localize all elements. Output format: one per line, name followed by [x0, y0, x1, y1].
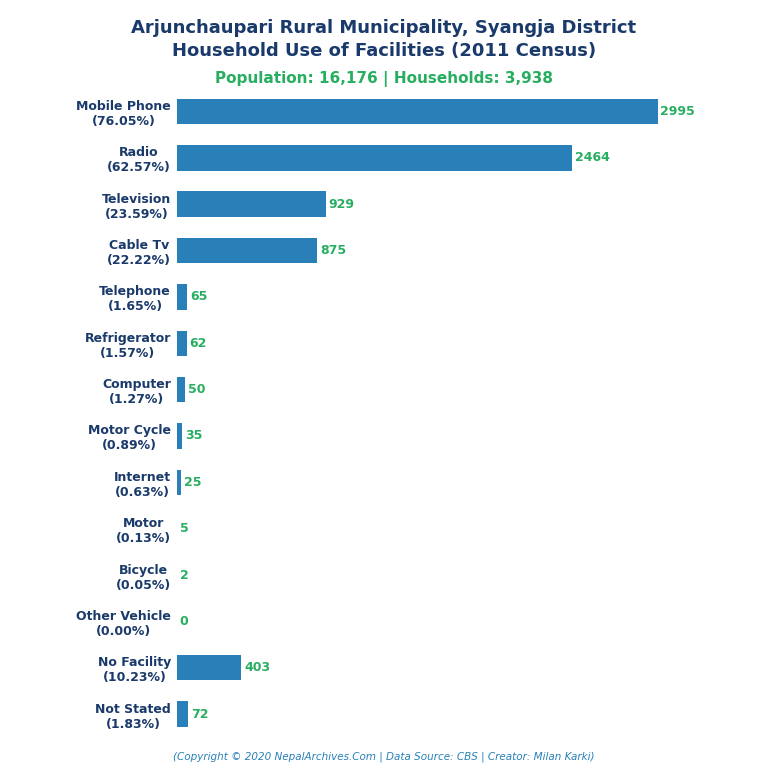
Text: 65: 65: [190, 290, 207, 303]
Text: Population: 16,176 | Households: 3,938: Population: 16,176 | Households: 3,938: [215, 71, 553, 87]
Bar: [177, 423, 182, 449]
Bar: [177, 330, 187, 356]
Text: 2: 2: [180, 568, 189, 581]
Bar: [177, 701, 188, 727]
Text: 62: 62: [190, 337, 207, 349]
Text: Household Use of Facilities (2011 Census): Household Use of Facilities (2011 Census…: [172, 42, 596, 60]
Bar: [177, 655, 241, 680]
Text: 35: 35: [185, 429, 203, 442]
Text: (Copyright © 2020 NepalArchives.Com | Data Source: CBS | Creator: Milan Karki): (Copyright © 2020 NepalArchives.Com | Da…: [174, 751, 594, 762]
Bar: [177, 99, 657, 124]
Text: 2995: 2995: [660, 105, 695, 118]
Bar: [177, 377, 184, 402]
Text: Arjunchaupari Rural Municipality, Syangja District: Arjunchaupari Rural Municipality, Syangj…: [131, 19, 637, 37]
Text: 25: 25: [184, 476, 201, 488]
Bar: [177, 284, 187, 310]
Text: 929: 929: [329, 197, 355, 210]
Text: 875: 875: [320, 244, 346, 257]
Text: 403: 403: [244, 661, 270, 674]
Text: 0: 0: [180, 615, 188, 628]
Text: 50: 50: [187, 383, 205, 396]
Bar: [177, 191, 326, 217]
Text: 2464: 2464: [575, 151, 610, 164]
Bar: [177, 145, 572, 170]
Text: 5: 5: [180, 522, 189, 535]
Bar: [177, 469, 180, 495]
Text: 72: 72: [191, 707, 209, 720]
Bar: [177, 238, 317, 263]
